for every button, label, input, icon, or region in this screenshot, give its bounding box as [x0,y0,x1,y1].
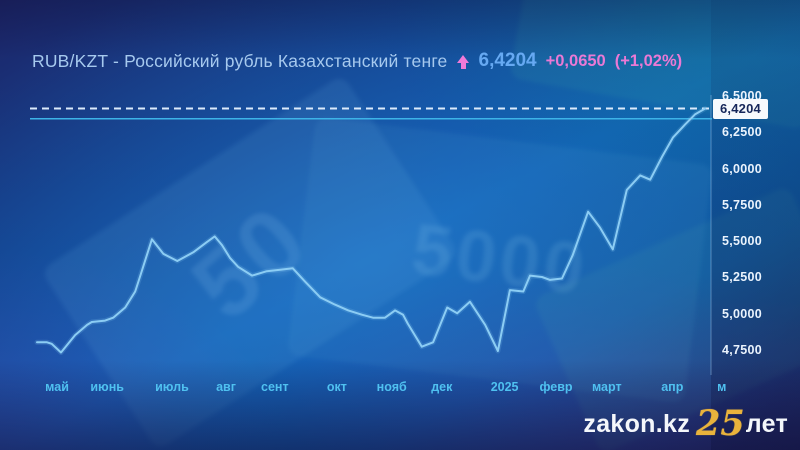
y-axis-tick-label: 5,5000 [722,234,763,249]
y-axis-tick-label: 4,7500 [722,343,763,358]
x-axis-month-label: июль [155,380,189,394]
y-axis-tick-label: 5,0000 [722,306,763,321]
x-axis-month-label: сент [261,380,289,394]
x-axis-month-label: июнь [90,380,124,394]
x-axis-month-label: нояб [376,380,407,394]
logo-brand-text: zakon.kz [583,409,690,438]
current-value-badge: 6,4204 [713,98,768,119]
x-axis-month-label: м [717,380,727,394]
price-change: +0,0650 [545,51,606,70]
y-axis-tick-label: 5,7500 [722,197,763,212]
x-axis-month-label: апр [661,380,684,394]
price-change-percent: (+1,02%) [614,51,683,70]
x-axis-month-label: 2025 [490,380,519,394]
x-axis-month-label: окт [326,380,347,394]
x-axis-month-label: дек [431,380,453,394]
logo-suffix-text: лет [745,409,788,438]
logo-anniversary-25: 25 [696,403,745,444]
chart-header: RUB/KZT - Российский рубль Казахстанский… [32,50,682,72]
axis-column-shade [711,0,800,450]
y-axis-tick-label: 5,2500 [722,270,763,285]
pair-title: RUB/KZT - Российский рубль Казахстанский… [32,50,448,71]
x-axis-month-label: май [45,380,69,394]
y-axis-tick-label: 6,0000 [722,161,763,176]
x-axis-month-label: март [591,380,622,394]
x-axis-month-label: авг [216,380,236,394]
x-axis-month-label: февр [539,380,573,394]
zakon-kz-logo: zakon.kz 25 лет [583,403,788,444]
current-price: 6,4204 [478,50,537,71]
trend-up-arrow-icon [456,54,470,70]
y-axis-tick-label: 6,2500 [722,125,763,140]
